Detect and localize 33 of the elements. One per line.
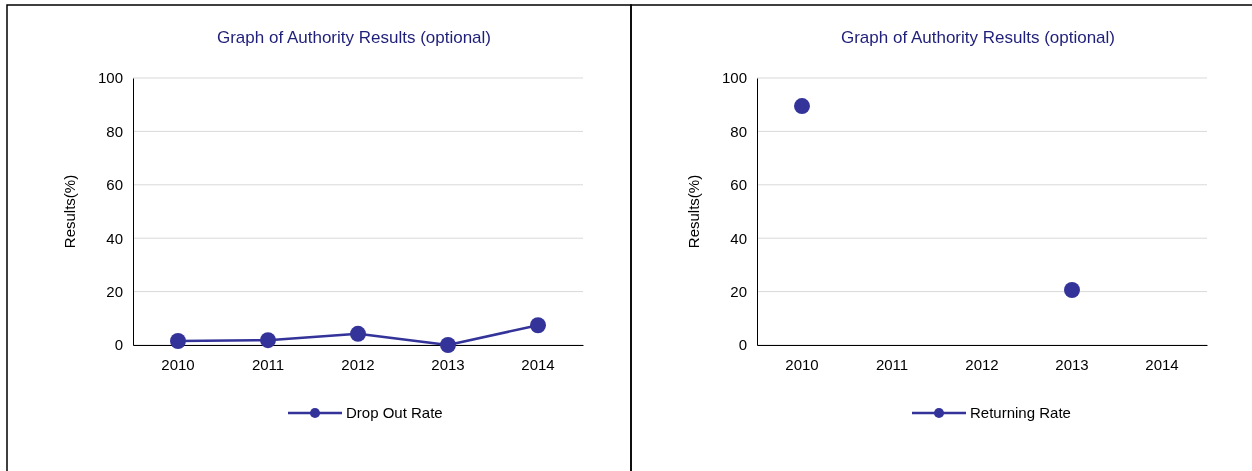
y-tick-label: 40	[730, 229, 747, 247]
y-axis-title: Results(%)	[685, 174, 702, 249]
y-tick-label: 80	[730, 122, 747, 140]
x-tick-label: 2010	[785, 355, 819, 373]
x-tick-label: 2013	[431, 355, 465, 373]
x-tick-label: 2011	[875, 355, 909, 373]
x-tick-label: 2010	[161, 355, 195, 373]
y-tick-label: 100	[721, 69, 747, 87]
legend-label: Returning Rate	[970, 404, 1071, 421]
y-tick-label: 20	[730, 282, 747, 300]
x-tick-label: 2013	[1055, 355, 1089, 373]
chart-title: Graph of Authority Results (optional)	[216, 28, 492, 47]
y-tick-label: 60	[730, 176, 747, 194]
point	[260, 332, 276, 349]
y-tick-label: 80	[106, 122, 123, 140]
point	[440, 337, 456, 353]
y-tick-label: 0	[114, 336, 123, 354]
y-tick-label: 100	[97, 69, 123, 87]
y-tick-label: 0	[738, 336, 747, 354]
x-tick-label: 2011	[251, 355, 285, 373]
y-tick-label: 40	[106, 229, 123, 247]
chart-title: Graph of Authority Results (optional)	[840, 28, 1116, 47]
x-tick-label: 2012	[341, 355, 375, 373]
point	[530, 317, 546, 334]
legend-label: Drop Out Rate	[346, 404, 443, 421]
point	[350, 325, 366, 342]
x-tick-label: 2014	[1145, 355, 1179, 373]
x-tick-label: 2012	[965, 355, 999, 373]
x-tick-label: 2014	[521, 355, 555, 373]
y-tick-label: 20	[106, 282, 123, 300]
y-axis-title: Results(%)	[61, 174, 78, 249]
y-tick-label: 60	[106, 176, 123, 194]
point	[170, 333, 186, 349]
